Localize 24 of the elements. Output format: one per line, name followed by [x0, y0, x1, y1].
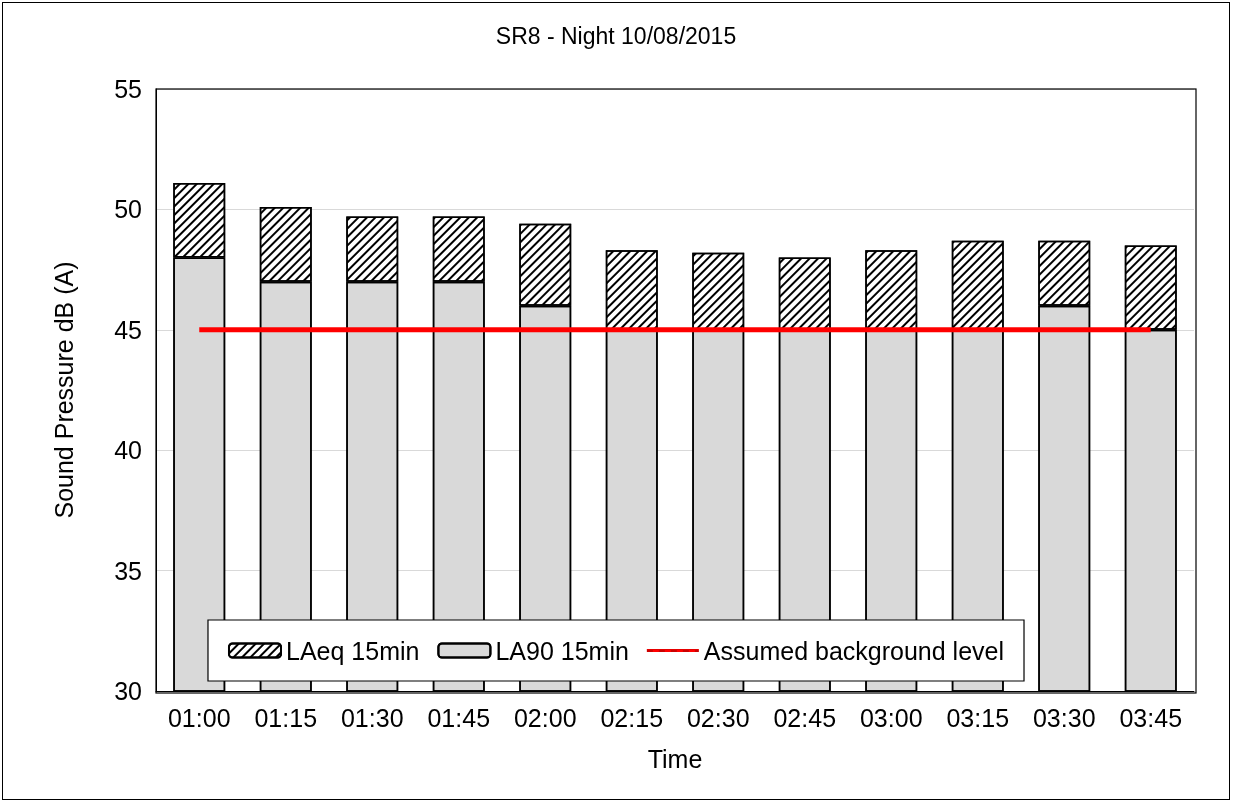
x-tick-label: 01:00 [167, 703, 231, 732]
x-tick-label: 03:00 [859, 703, 923, 732]
x-tick-label: 03:45 [1119, 703, 1183, 732]
y-tick-label: 40 [114, 436, 142, 465]
y-tick-label: 50 [114, 195, 142, 224]
x-tick-label: 01:30 [340, 703, 404, 732]
legend-label: Assumed background level [703, 636, 1005, 665]
y-tick-label: 55 [114, 75, 142, 103]
x-tick-label: 02:15 [600, 703, 664, 732]
x-tick-label: 02:30 [686, 703, 750, 732]
x-tick-label: 01:15 [254, 703, 318, 732]
legend-label: LAeq 15min [285, 636, 420, 665]
y-tick-label: 35 [114, 556, 142, 585]
x-tick-label: 02:45 [773, 703, 837, 732]
y-tick-label: 30 [114, 677, 142, 705]
chart-title: SR8 - Night 10/08/2015 [495, 22, 737, 49]
x-tick-label: 01:45 [427, 703, 491, 732]
x-tick-label: 03:15 [946, 703, 1010, 732]
x-axis-title: Time [647, 744, 703, 773]
y-axis-title: Sound Pressure dB (A) [49, 261, 78, 519]
legend-label: LA90 15min [495, 636, 629, 665]
x-tick-label: 02:00 [513, 703, 577, 732]
y-tick-label: 45 [114, 315, 142, 344]
x-tick-label: 03:30 [1032, 703, 1096, 732]
